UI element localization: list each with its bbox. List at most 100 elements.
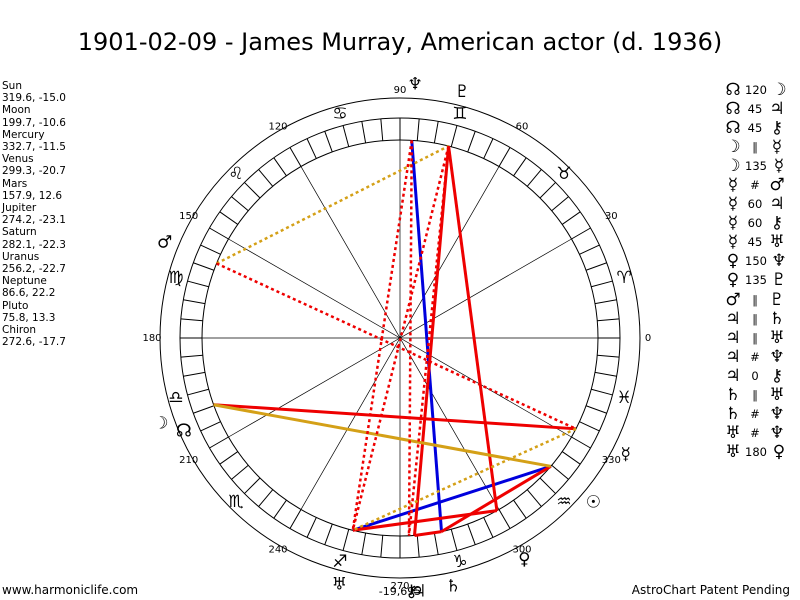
planet-glyph: ⚷	[405, 582, 417, 600]
degree-label: 60	[516, 122, 529, 133]
aspect-row: ☿ 60 ♃	[724, 194, 800, 215]
zodiac-sign-glyph: ♎	[168, 388, 183, 408]
degree-tick	[597, 318, 620, 322]
aspect-grid: ☊ 120 ☽ ☊ 45 ♃ ☊ 45 ⚷ ☽ ∥ ☿ ☽ 135 ☿ ☿ # ♂ ☿ 60 ♃ ☿ 60 ⚷ ☿ 45 ♅ ♀ 150…	[724, 79, 800, 463]
aspect-row: ♃ 0 ⚷	[724, 365, 800, 386]
chart-title: 1901-02-09 - James Murray, American acto…	[77, 28, 723, 56]
aspect-line	[213, 403, 552, 468]
footer-patent-note: AstroChart Patent Pending	[631, 583, 790, 597]
zodiac-sign-glyph: ♑	[452, 552, 467, 572]
degree-tick	[551, 196, 569, 212]
aspect-planet-a: ☽	[725, 155, 741, 176]
zodiac-sign-glyph: ♓	[616, 388, 631, 408]
aspect-type: ∥	[752, 311, 758, 326]
aspect-line	[352, 464, 552, 532]
aspect-type: ∥	[752, 139, 758, 154]
degree-tick	[597, 354, 620, 358]
aspect-type: 45	[747, 235, 763, 250]
degree-tick	[416, 118, 420, 141]
aspect-type: 135	[745, 273, 767, 288]
zodiac-sign-glyph: ♉	[556, 164, 571, 184]
aspect-line	[351, 140, 413, 531]
zodiac-sign-glyph: ♊	[452, 104, 467, 124]
degree-tick	[258, 169, 274, 187]
aspect-type: 60	[747, 216, 763, 231]
planet-position: 282.1, -22.3	[2, 238, 66, 251]
degree-tick	[183, 299, 206, 305]
aspect-row: ♃ # ♆	[724, 346, 800, 367]
aspect-planet-b: ☽	[771, 79, 787, 100]
aspect-planet-b: ⚷	[770, 117, 784, 138]
planet-name: Pluto	[2, 299, 29, 312]
aspect-type: ∥	[752, 388, 758, 403]
degree-label: 330	[602, 455, 621, 466]
aspect-type: 180	[745, 445, 767, 460]
planet-position: 332.7, -11.5	[2, 141, 66, 154]
degree-label: 240	[268, 544, 287, 555]
aspect-row: ♃ ∥ ♄	[724, 308, 800, 329]
aspect-planet-a: ☿	[727, 194, 739, 215]
aspect-planet-b: ♃	[769, 194, 785, 215]
degree-tick	[579, 244, 600, 255]
aspect-type: 60	[747, 197, 763, 212]
planet-glyph: ♂	[157, 232, 172, 252]
planet-name: Neptune	[2, 275, 47, 288]
degree-tick	[585, 405, 607, 414]
degree-tick	[433, 121, 439, 144]
planet-name: Venus	[2, 153, 34, 166]
aspect-row: ☿ 45 ♅	[724, 232, 800, 252]
aspect-type: #	[750, 426, 760, 441]
planet-position: 199.7, -10.6	[2, 116, 66, 129]
zodiac-sign-glyph: ♒	[556, 492, 571, 512]
degree-tick	[526, 489, 542, 507]
planet-name: Jupiter	[2, 202, 37, 215]
aspect-planet-b: ♅	[769, 327, 785, 348]
degree-tick	[187, 388, 209, 396]
aspect-type: #	[750, 349, 760, 364]
aspect-row: ♅ # ♆	[724, 423, 800, 443]
degree-tick	[380, 535, 384, 558]
aspect-planet-a: ♄	[725, 404, 741, 425]
degree-tick	[498, 509, 511, 529]
degree-tick	[526, 169, 542, 187]
aspect-planet-b: ♆	[769, 346, 785, 367]
degree-tick	[450, 125, 458, 147]
degree-label: 30	[605, 211, 618, 222]
aspect-planet-b: ☿	[771, 136, 783, 157]
aspect-planet-b: ♆	[769, 404, 785, 425]
aspect-planet-b: ⚷	[770, 365, 784, 386]
degree-tick	[416, 535, 420, 558]
aspect-line	[440, 465, 552, 533]
aspect-row: ♃ ∥ ♅	[724, 327, 800, 348]
aspect-type: 135	[745, 158, 767, 173]
aspect-row: ☿ # ♂	[724, 175, 800, 195]
degree-tick	[273, 499, 287, 519]
degree-label: 270	[390, 581, 409, 592]
aspect-type: #	[750, 178, 760, 193]
degree-label: 300	[512, 544, 531, 555]
degree-tick	[467, 523, 476, 545]
aspect-row: ☽ ∥ ☿	[724, 136, 800, 157]
aspect-line	[352, 509, 498, 532]
planet-name: Sun	[2, 80, 22, 92]
degree-tick	[380, 118, 384, 141]
aspect-planet-b: ♀	[772, 442, 786, 463]
aspect-planet-b: ♄	[769, 308, 785, 329]
degree-tick	[324, 523, 333, 545]
aspect-row: ♄ ∥ ♅	[724, 385, 800, 406]
aspect-planet-a: ♀	[726, 270, 740, 291]
aspect-type: 45	[747, 120, 763, 135]
zodiac-sign-glyph: ♌	[228, 164, 243, 184]
planet-glyph: ♃	[411, 581, 426, 600]
aspect-planet-b: ♅	[769, 385, 785, 406]
aspect-line	[413, 145, 451, 536]
degree-tick	[342, 529, 350, 551]
degree-tick	[498, 147, 511, 167]
degree-tick	[594, 299, 617, 305]
degree-tick	[539, 477, 556, 494]
aspect-line	[213, 403, 577, 431]
footer-website-link[interactable]: www.harmoniclife.com	[2, 583, 139, 597]
planet-glyph: ☽	[153, 414, 168, 434]
planet-position: 299.3, -20.7	[2, 165, 66, 178]
